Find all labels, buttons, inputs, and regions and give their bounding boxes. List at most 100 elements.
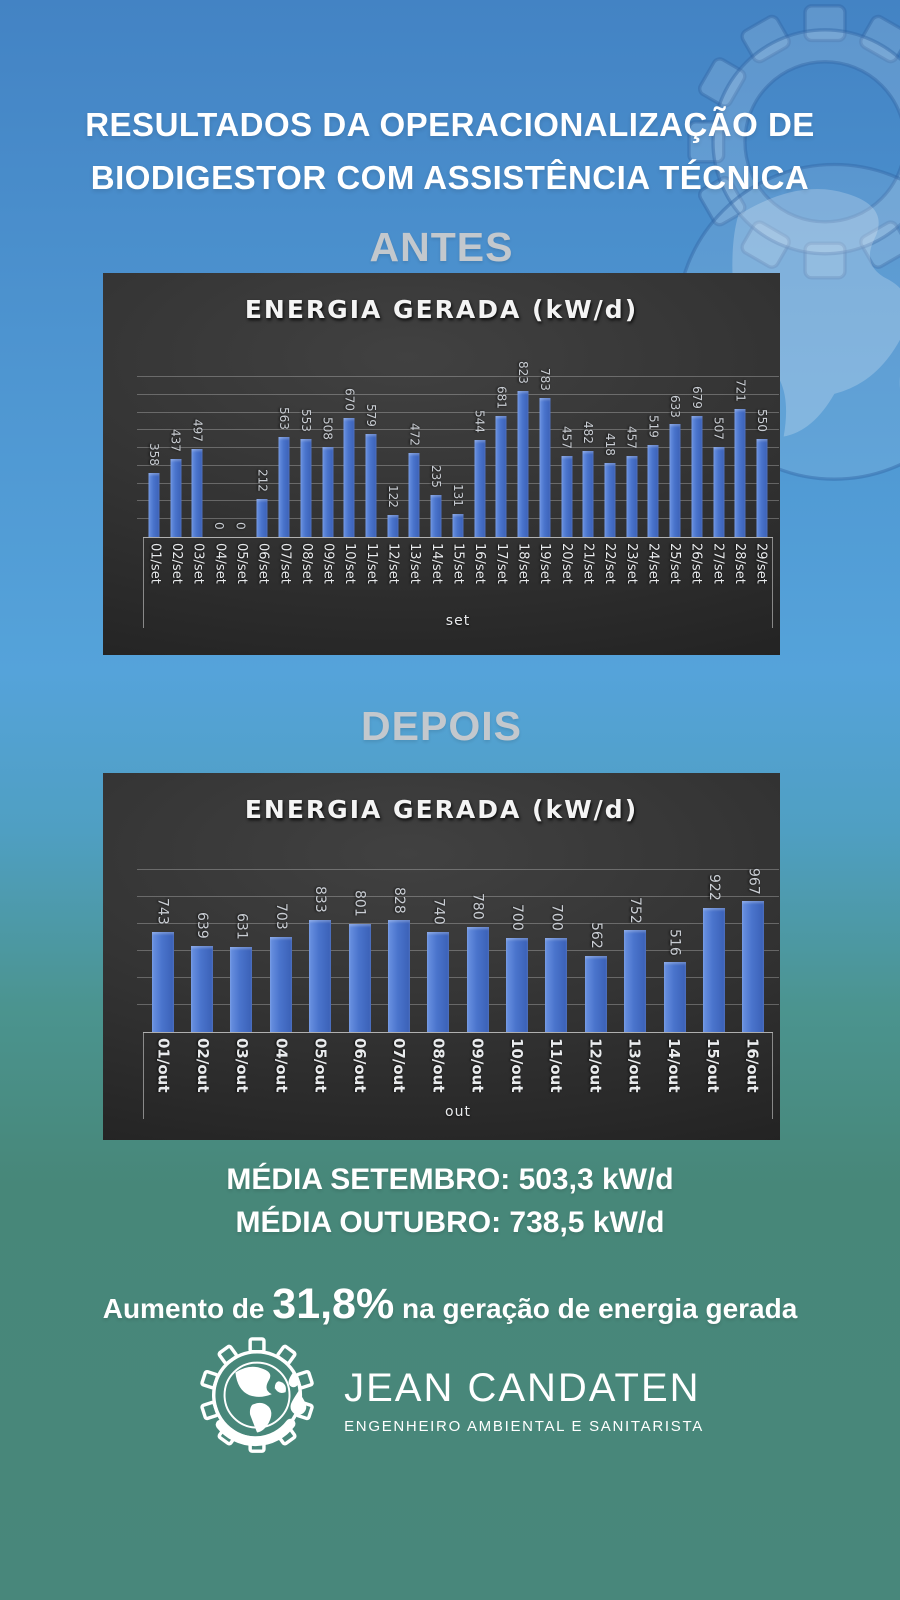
category-label: 05/out	[311, 1038, 330, 1093]
category-label: 06/set	[255, 543, 271, 584]
bar-slot: 639	[182, 870, 221, 1032]
category-label: 16/out	[743, 1038, 762, 1093]
bar-value-label: 801	[351, 890, 368, 917]
category-label: 06/out	[350, 1038, 369, 1093]
bar	[151, 931, 174, 1032]
bar	[663, 962, 686, 1032]
bar-value-label: 519	[646, 414, 661, 438]
media-outubro-text: MÉDIA OUTUBRO: 738,5 kW/d	[235, 1206, 665, 1239]
bar-slot: 550	[751, 377, 773, 537]
bar	[322, 446, 334, 537]
bar-value-label: 833	[312, 885, 329, 913]
bar-value-label: 743	[154, 897, 171, 925]
logo-text: JEAN CANDATEN ENGENHEIRO AMBIENTAL E SAN…	[344, 1366, 704, 1435]
bar-slot: 516	[655, 870, 694, 1032]
bar	[584, 956, 607, 1032]
bar	[713, 446, 725, 537]
bar	[387, 515, 399, 537]
bar-value-label: 497	[190, 418, 205, 442]
gridline	[137, 482, 779, 484]
category-label: 03/set	[190, 543, 206, 584]
bar	[626, 455, 638, 537]
chart-title-depois: ENERGIA GERADA (kW/d)	[244, 795, 639, 824]
bar-value-label: 783	[537, 367, 552, 391]
plot-area: 743 639 631 703 833 801 828 740 780 700 700 562 752 5…	[137, 867, 779, 1033]
bar-slot: 563	[273, 377, 295, 537]
bar-slot: 631	[222, 870, 261, 1032]
bar-value-label: 703	[272, 903, 289, 931]
bar-slot: 358	[143, 377, 165, 537]
bar-value-label: 562	[587, 922, 604, 950]
increase-prefix: Aumento de	[102, 1293, 273, 1324]
bar-slot: 507	[708, 377, 730, 537]
category-label: 08/out	[429, 1038, 448, 1093]
category-label: 09/out	[468, 1038, 487, 1093]
bar-slot: 670	[338, 377, 360, 537]
gear-globe-water-drop-icon	[200, 1337, 314, 1453]
category-label: 19/set	[537, 543, 553, 584]
bar-slot: 679	[686, 377, 708, 537]
page-title: RESULTADOS DA OPERACIONALIZAÇÃO DE BIODI…	[0, 98, 900, 204]
gridline	[137, 464, 779, 466]
increase-statement: Aumento de 31,8% na geração de energia g…	[0, 1280, 900, 1329]
bar-value-label: 482	[581, 421, 596, 445]
bar-value-label: 235	[429, 465, 444, 489]
bar	[348, 923, 371, 1032]
bar	[148, 473, 160, 537]
bar	[170, 459, 182, 537]
category-labels: 01/set 02/set 03/set 04/set 05/set 06/set 07/s…	[144, 538, 772, 603]
category-label: 10/out	[507, 1038, 526, 1093]
category-label: 17/set	[493, 543, 509, 584]
category-label: 02/out	[193, 1038, 212, 1093]
logo: JEAN CANDATEN ENGENHEIRO AMBIENTAL E SAN…	[0, 1336, 900, 1464]
bar-slot: 0	[230, 377, 252, 537]
category-label: 10/set	[342, 543, 358, 584]
category-label: 28/set	[732, 543, 748, 584]
bar-slot: 780	[458, 870, 497, 1032]
bar-slot: 801	[340, 870, 379, 1032]
bar-slot: 0	[208, 377, 230, 537]
gridline	[137, 869, 779, 870]
x-axis-title: set	[445, 613, 471, 629]
category-label: 25/set	[667, 543, 683, 584]
antes-chart-panel: ENERGIA GERADA (kW/d) 358 437 497 0 0 212 563 5…	[103, 273, 780, 655]
bar-slot: 497	[186, 377, 208, 537]
bar-value-label: 780	[469, 892, 486, 920]
bar-value-label: 967	[745, 867, 762, 895]
chart-title-antes: ENERGIA GERADA (kW/d)	[244, 295, 639, 324]
bar	[624, 930, 647, 1032]
gridline	[137, 896, 779, 897]
category-label: 13/out	[625, 1038, 644, 1093]
category-axis: 01/set 02/set 03/set 04/set 05/set 06/set 07/s…	[143, 538, 773, 629]
bar-slot: 752	[616, 870, 655, 1032]
bar-value-label: 457	[624, 425, 639, 449]
category-label: 03/out	[233, 1038, 252, 1093]
bar-value-label: 639	[194, 912, 211, 939]
gridline	[137, 923, 779, 924]
averages-summary: MÉDIA SETEMBRO: 503,3 kW/d MÉDIA OUTUBRO…	[0, 1158, 900, 1244]
category-label: 14/set	[428, 543, 444, 584]
bar-value-label: 681	[494, 386, 509, 409]
bar-slot: 482	[577, 377, 599, 537]
bar	[742, 901, 765, 1032]
category-label: 27/set	[710, 543, 726, 584]
bar	[256, 499, 268, 537]
bar-value-label: 131	[450, 483, 465, 507]
bar-slot: 457	[556, 377, 578, 537]
bar-value-label: 631	[233, 913, 250, 940]
increase-suffix: na geração de energia gerada	[394, 1293, 798, 1324]
bar-slot: 743	[143, 870, 182, 1032]
bar-slot: 700	[537, 870, 576, 1032]
bar-value-label: 828	[390, 886, 407, 914]
category-label: 22/set	[602, 543, 618, 584]
category-label: 11/set	[363, 543, 379, 584]
bar	[365, 434, 377, 537]
bar-slot: 740	[419, 870, 458, 1032]
bar	[506, 937, 529, 1032]
bar	[408, 453, 420, 537]
bar-value-label: 550	[754, 409, 769, 433]
bar-value-label: 0	[233, 522, 248, 530]
category-label: 16/set	[472, 543, 488, 584]
bars: 358 437 497 0 0 212 563 553 508 670 579 122 472 235 13…	[143, 361, 773, 537]
